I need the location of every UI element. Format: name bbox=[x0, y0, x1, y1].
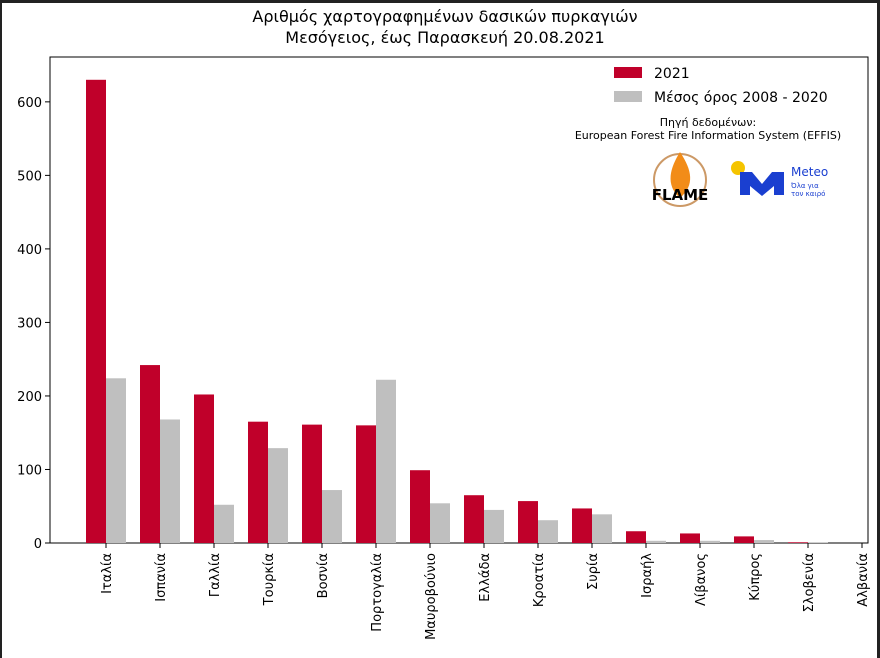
x-tick-label: Πορτογαλία bbox=[370, 553, 385, 632]
meteo-tagline: Όλα για bbox=[790, 182, 819, 190]
bar bbox=[430, 503, 450, 543]
x-tick-label: Λίβανος bbox=[694, 553, 709, 606]
flame-shape bbox=[670, 152, 691, 198]
source-text: European Forest Fire Information System … bbox=[575, 129, 841, 142]
bar bbox=[214, 504, 234, 543]
frame-top bbox=[0, 0, 880, 3]
legend-label: Μέσος όρος 2008 - 2020 bbox=[654, 90, 828, 106]
meteo-sun bbox=[731, 161, 745, 175]
frame-right bbox=[877, 0, 880, 658]
bar bbox=[538, 520, 558, 543]
bar bbox=[160, 419, 180, 543]
y-tick-label: 200 bbox=[17, 390, 42, 405]
x-tick-label: Γαλλία bbox=[208, 553, 223, 597]
y-tick-label: 600 bbox=[17, 96, 42, 111]
bar bbox=[106, 378, 126, 543]
legend-swatch bbox=[614, 67, 642, 78]
bar bbox=[734, 536, 754, 543]
x-tick-label: Συρία bbox=[586, 553, 601, 590]
x-tick-label: Βοσνία bbox=[316, 553, 331, 598]
bar bbox=[268, 448, 288, 543]
bar bbox=[302, 424, 322, 543]
bar bbox=[248, 421, 268, 543]
frame-left bbox=[0, 0, 2, 658]
bar bbox=[484, 509, 504, 543]
bar bbox=[86, 79, 106, 544]
chart-title: Αριθμός χαρτογραφημένων δασικών πυρκαγιώ… bbox=[252, 7, 637, 26]
x-tick-label: Αλβανία bbox=[856, 553, 871, 607]
bar bbox=[592, 514, 612, 543]
source-label: Πηγή δεδομένων: bbox=[660, 116, 757, 129]
bar bbox=[322, 490, 342, 543]
x-tick-label: Ελλάδα bbox=[478, 553, 493, 602]
y-tick-label: 400 bbox=[17, 243, 42, 258]
legend-label: 2021 bbox=[654, 66, 690, 82]
meteo-tagline: τον καιρό bbox=[791, 190, 825, 198]
x-tick-label: Ισραήλ bbox=[640, 553, 655, 598]
bar bbox=[518, 501, 538, 543]
meteo-logo: Meteo Όλα για τον καιρό bbox=[731, 161, 828, 198]
y-tick-label: 0 bbox=[34, 537, 42, 552]
bar bbox=[754, 540, 774, 543]
bar bbox=[410, 470, 430, 543]
plot-frame bbox=[49, 56, 869, 544]
x-tick-label: Ιταλία bbox=[100, 553, 115, 594]
x-tick-label: Τουρκία bbox=[262, 553, 277, 606]
flame-text: FLAME bbox=[652, 186, 709, 204]
x-tick-label: Μαυροβούνιο bbox=[424, 553, 439, 640]
bar bbox=[646, 540, 666, 543]
bar bbox=[626, 531, 646, 543]
meteo-text: Meteo bbox=[791, 165, 828, 179]
bar bbox=[700, 540, 720, 543]
legend-swatch bbox=[614, 91, 642, 102]
x-tick-label: Σλοβενία bbox=[802, 553, 817, 612]
bar bbox=[140, 365, 160, 543]
y-tick-label: 300 bbox=[17, 316, 42, 331]
x-tick-label: Κύπρος bbox=[748, 553, 763, 601]
chart-subtitle: Μεσόγειος, έως Παρασκευή 20.08.2021 bbox=[285, 28, 604, 47]
bar bbox=[572, 508, 592, 543]
bar bbox=[464, 495, 484, 543]
bar bbox=[376, 379, 396, 543]
y-tick-label: 100 bbox=[17, 463, 42, 478]
y-tick-label: 500 bbox=[17, 169, 42, 184]
bar bbox=[356, 425, 376, 543]
flame-logo: FLAME bbox=[652, 152, 709, 207]
bar bbox=[194, 394, 214, 543]
x-tick-label: Ισπανία bbox=[154, 553, 169, 602]
bar bbox=[808, 542, 828, 543]
bar bbox=[680, 533, 700, 543]
x-tick-label: Κροατία bbox=[532, 553, 547, 607]
meteo-mark bbox=[740, 172, 784, 196]
bar bbox=[788, 542, 808, 543]
